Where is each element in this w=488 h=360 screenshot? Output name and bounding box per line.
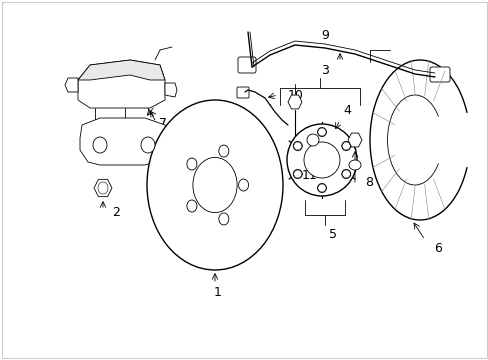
Ellipse shape	[293, 141, 302, 150]
Ellipse shape	[98, 182, 108, 194]
Ellipse shape	[238, 179, 248, 191]
Polygon shape	[164, 83, 177, 97]
Ellipse shape	[93, 137, 107, 153]
Polygon shape	[78, 60, 164, 80]
Text: 1: 1	[214, 285, 222, 298]
FancyBboxPatch shape	[238, 57, 256, 73]
Text: 4: 4	[343, 104, 350, 117]
Text: 3: 3	[321, 63, 328, 77]
FancyBboxPatch shape	[237, 87, 248, 98]
Ellipse shape	[218, 145, 228, 157]
Polygon shape	[347, 133, 361, 147]
Text: 11: 11	[302, 168, 317, 181]
Ellipse shape	[341, 170, 350, 179]
Text: 5: 5	[328, 228, 336, 240]
Text: 8: 8	[364, 176, 372, 189]
Ellipse shape	[317, 127, 326, 136]
Ellipse shape	[218, 213, 228, 225]
Polygon shape	[65, 78, 78, 92]
Ellipse shape	[192, 157, 237, 213]
Ellipse shape	[348, 160, 360, 170]
FancyBboxPatch shape	[429, 67, 449, 82]
Ellipse shape	[304, 142, 339, 178]
Ellipse shape	[341, 141, 350, 150]
Text: 12: 12	[92, 131, 108, 144]
Text: 9: 9	[321, 28, 328, 41]
Ellipse shape	[286, 124, 356, 196]
Polygon shape	[94, 179, 112, 197]
Ellipse shape	[186, 158, 197, 170]
Polygon shape	[287, 95, 302, 109]
Text: 7: 7	[159, 117, 167, 130]
Text: 2: 2	[112, 206, 120, 219]
Ellipse shape	[293, 170, 302, 179]
Text: 10: 10	[287, 89, 304, 102]
Ellipse shape	[306, 134, 318, 146]
Text: 6: 6	[433, 242, 441, 255]
Ellipse shape	[186, 200, 197, 212]
Polygon shape	[80, 118, 170, 165]
Ellipse shape	[147, 100, 283, 270]
Ellipse shape	[198, 164, 231, 206]
Polygon shape	[78, 60, 164, 108]
Ellipse shape	[317, 184, 326, 193]
Ellipse shape	[141, 137, 155, 153]
